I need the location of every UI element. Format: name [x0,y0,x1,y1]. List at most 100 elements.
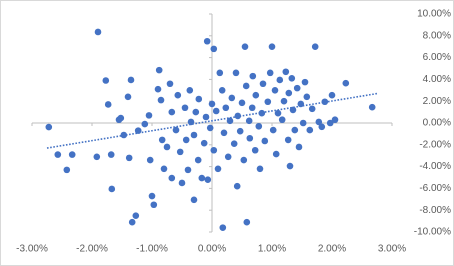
data-point [63,166,71,174]
data-point [204,176,212,183]
data-point [268,43,276,50]
data-point [230,140,238,148]
data-point [206,124,214,132]
data-point [246,134,254,142]
data-point [210,45,218,53]
data-point [282,68,290,76]
data-point [233,182,241,190]
data-point [181,104,189,112]
data-point [202,113,210,121]
data-point [228,94,236,102]
data-point [94,28,102,36]
data-point [216,69,224,77]
data-point [198,174,206,182]
y-tick-label: -2.00% [419,139,451,150]
data-point [226,117,234,125]
data-point [224,153,232,161]
y-tick-label: -8.00% [419,205,451,216]
data-point [252,91,260,99]
data-point [272,150,280,158]
data-point [238,99,246,107]
data-point [200,139,208,147]
data-point [195,95,203,103]
data-point [108,185,116,193]
y-tick-label: 2.00% [423,96,451,107]
data-point [274,109,282,117]
data-point [190,196,198,204]
data-point [68,151,76,158]
data-point [158,136,166,144]
data-point [278,116,286,124]
y-tick-label: 4.00% [423,74,451,85]
data-point [155,66,163,74]
data-point [288,75,296,82]
x-tick-label: 3.00% [378,244,406,255]
data-point [184,166,192,174]
data-point [328,91,336,99]
data-point [218,87,226,94]
trendline [46,92,378,149]
data-point [315,118,323,126]
data-point [232,69,240,77]
data-point [157,96,165,104]
data-point [168,174,176,182]
data-point [286,162,294,170]
data-point [219,224,227,231]
data-point [342,79,350,87]
data-point [194,156,202,164]
data-point [299,119,307,127]
data-point [285,89,293,97]
data-point [148,192,156,200]
data-point [172,126,180,134]
data-point [208,100,216,108]
data-point [264,98,272,106]
data-point [255,122,263,130]
data-point [214,165,222,173]
data-point [269,126,277,134]
data-point [210,146,218,154]
data-point [306,126,314,134]
data-point [182,136,190,144]
data-point [308,105,316,113]
x-tick-label: 1.00% [258,244,286,255]
data-point [259,80,267,88]
data-point [145,112,153,119]
data-point [293,84,301,92]
data-point [190,131,198,139]
data-point [241,43,249,50]
data-point [256,165,264,173]
data-point [141,120,149,128]
data-point [295,143,303,151]
data-point [132,212,140,219]
data-point [243,218,251,226]
data-point [154,85,162,93]
data-point [266,69,274,77]
data-point [124,93,132,101]
data-point [331,116,339,124]
data-point [168,108,176,116]
data-point [174,91,182,99]
data-point [212,107,220,115]
data-point [271,87,279,94]
x-tick-label: -3.00% [16,244,48,255]
y-tick-label: -6.00% [419,183,451,194]
data-point [251,146,259,154]
data-point [102,77,110,84]
y-tick-label: -10.00% [414,227,451,238]
x-tick-label: -1.00% [136,244,168,255]
data-point [249,72,257,80]
data-point [107,151,115,158]
data-point [311,43,319,50]
data-point [245,117,253,125]
data-point [176,148,184,156]
y-tick-label: 10.00% [417,9,451,20]
y-tick-label: 0.00% [423,118,451,129]
data-point [326,119,334,127]
data-point [150,201,158,209]
data-point [222,104,230,112]
data-point [178,179,186,187]
data-point [203,37,211,45]
data-point [276,76,284,84]
data-point [236,127,244,135]
